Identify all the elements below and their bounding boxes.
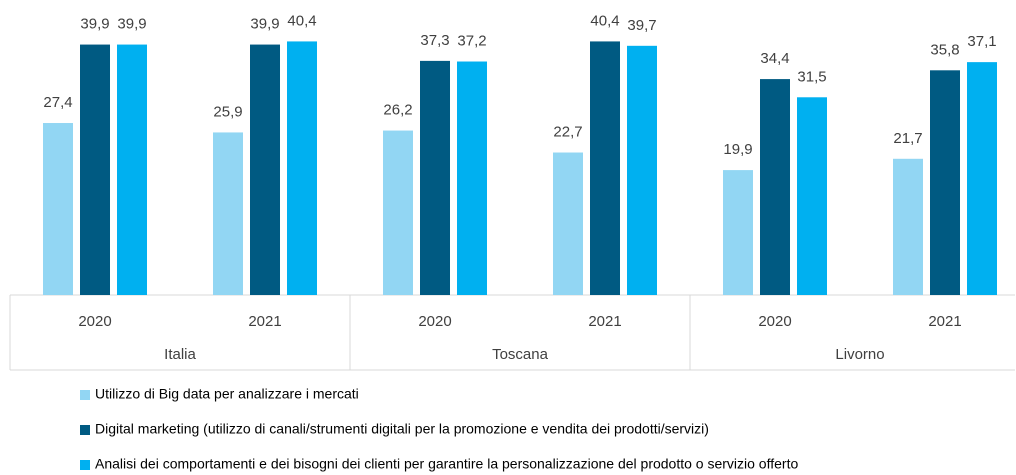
data-label: 37,2 bbox=[457, 32, 486, 49]
bar bbox=[117, 44, 147, 296]
group-label: Livorno bbox=[835, 346, 884, 363]
data-label: 34,4 bbox=[760, 50, 789, 67]
group-label: Toscana bbox=[492, 346, 549, 363]
bar bbox=[250, 44, 280, 296]
x-tick-label: 2020 bbox=[758, 313, 791, 330]
data-label: 37,3 bbox=[420, 32, 449, 49]
data-label: 40,4 bbox=[590, 12, 619, 29]
legend-label: Utilizzo di Big data per analizzare i me… bbox=[95, 386, 359, 402]
group-label: Italia bbox=[164, 346, 196, 363]
bar bbox=[967, 62, 997, 295]
data-label: 27,4 bbox=[43, 94, 72, 111]
data-label: 35,8 bbox=[930, 41, 959, 58]
bar bbox=[80, 44, 110, 296]
x-tick-label: 2020 bbox=[78, 313, 111, 330]
bar bbox=[930, 70, 960, 295]
data-label: 26,2 bbox=[383, 102, 412, 119]
bar bbox=[590, 41, 620, 295]
data-label: 31,5 bbox=[797, 68, 826, 85]
data-label: 39,9 bbox=[250, 16, 279, 33]
bar bbox=[213, 132, 243, 295]
bar bbox=[43, 123, 73, 296]
bar bbox=[893, 158, 923, 295]
bar bbox=[383, 130, 413, 295]
bar bbox=[627, 45, 657, 295]
legend-swatch bbox=[80, 425, 90, 435]
data-label: 39,7 bbox=[627, 17, 656, 34]
legend-swatch bbox=[80, 460, 90, 470]
bar bbox=[420, 60, 450, 295]
legend-label: Analisi dei comportamenti e dei bisogni … bbox=[95, 456, 798, 472]
bar bbox=[760, 79, 790, 295]
bar bbox=[553, 152, 583, 295]
data-label: 40,4 bbox=[287, 12, 316, 29]
x-tick-label: 2020 bbox=[418, 313, 451, 330]
bar bbox=[457, 61, 487, 296]
data-label: 19,9 bbox=[723, 141, 752, 158]
bar bbox=[287, 41, 317, 295]
bar bbox=[797, 97, 827, 295]
x-tick-label: 2021 bbox=[248, 313, 281, 330]
data-label: 39,9 bbox=[117, 16, 146, 33]
data-label: 39,9 bbox=[80, 16, 109, 33]
data-label: 25,9 bbox=[213, 103, 242, 120]
legend-swatch bbox=[80, 390, 90, 400]
data-label: 22,7 bbox=[553, 123, 582, 140]
data-label: 21,7 bbox=[893, 130, 922, 147]
bar bbox=[723, 170, 753, 295]
x-tick-label: 2021 bbox=[928, 313, 961, 330]
legend-label: Digital marketing (utilizzo di canali/st… bbox=[95, 421, 709, 437]
x-tick-label: 2021 bbox=[588, 313, 621, 330]
data-label: 37,1 bbox=[967, 33, 996, 50]
